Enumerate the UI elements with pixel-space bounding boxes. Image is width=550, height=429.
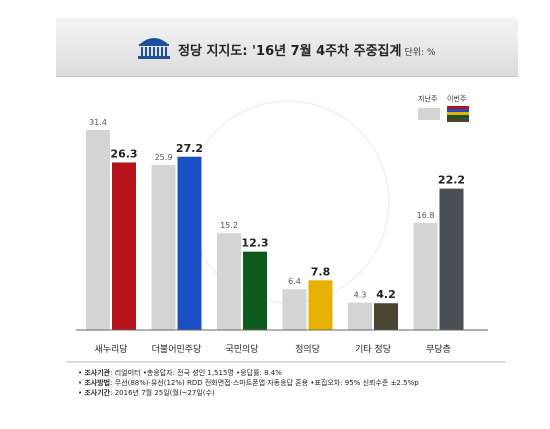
category-label-5: 무당층 <box>426 344 451 355</box>
chart-title-text: 정당 지지도: '16년 7월 4주차 주중집계 <box>178 44 402 59</box>
bar-previous-4 <box>348 302 372 330</box>
survey-notes: • 조사기관: 리얼미터 •총응답자: 전국 성인 1,515명 •응답률: 8… <box>78 368 508 398</box>
note-method-text: : 무선(88%)·유선(12%) RDD 전화면접·스마트폰앱·자동응답 혼용… <box>110 379 419 387</box>
note-period-label: 조사기간 <box>84 389 111 397</box>
note-agency-label: 조사기관 <box>84 369 111 377</box>
value-label-current-0: 26.3 <box>110 147 137 160</box>
note-method: • 조사방법: 무선(88%)·유선(12%) RDD 전화면접·스마트폰앱·자… <box>78 379 419 387</box>
bar-previous-1 <box>151 165 176 330</box>
value-label-previous-3: 6.4 <box>288 277 301 286</box>
note-period-text: : 2016년 7월 25일(월)~27일(수) <box>110 389 215 397</box>
value-label-previous-0: 31.4 <box>89 118 107 127</box>
value-label-previous-1: 25.9 <box>155 153 173 162</box>
category-label-4: 기타 정당 <box>355 344 391 355</box>
legend-previous-label: 지난주 <box>418 95 438 103</box>
value-label-current-5: 22.2 <box>438 174 465 187</box>
legend-previous-swatch <box>418 108 440 120</box>
bar-current-3 <box>308 280 333 330</box>
bar-current-0 <box>112 162 136 330</box>
note-method-label: 조사방법 <box>84 379 111 387</box>
value-label-current-4: 4.2 <box>376 288 396 301</box>
note-agency-text: : 리얼미터 •총응답자: 전국 성인 1,515명 •응답률: 8.4% <box>110 369 282 377</box>
assembly-building-icon <box>138 38 170 59</box>
value-label-previous-4: 4.3 <box>354 291 367 300</box>
category-label-2: 국민의당 <box>225 344 258 355</box>
bar-current-1 <box>177 156 202 330</box>
value-label-previous-2: 15.2 <box>220 221 238 230</box>
bar-current-2 <box>243 251 267 330</box>
category-label-0: 새누리당 <box>94 344 127 355</box>
legend-current-label: 이번주 <box>447 95 467 103</box>
bar-previous-2 <box>217 233 241 330</box>
bar-current-5 <box>439 188 464 330</box>
value-label-previous-5: 16.8 <box>417 211 435 220</box>
value-label-current-1: 27.2 <box>176 142 203 155</box>
bar-current-4 <box>374 303 398 330</box>
bar-previous-3 <box>282 289 307 330</box>
note-period: • 조사기간: 2016년 7월 25일(월)~27일(수) <box>78 389 215 397</box>
legend-current-swatch <box>447 106 469 122</box>
chart-title: 정당 지지도: '16년 7월 4주차 주중집계 단위: % <box>178 40 436 59</box>
category-label-1: 더불어민주당 <box>152 344 202 355</box>
bar-previous-0 <box>86 130 110 330</box>
note-agency: • 조사기관: 리얼미터 •총응답자: 전국 성인 1,515명 •응답률: 8… <box>78 369 282 377</box>
bar-previous-5 <box>413 222 438 330</box>
unit-label: 단위: % <box>404 48 436 58</box>
value-label-current-2: 12.3 <box>241 237 268 250</box>
header-band <box>56 18 518 77</box>
value-label-current-3: 7.8 <box>311 265 331 278</box>
category-label-3: 정의당 <box>295 344 320 355</box>
